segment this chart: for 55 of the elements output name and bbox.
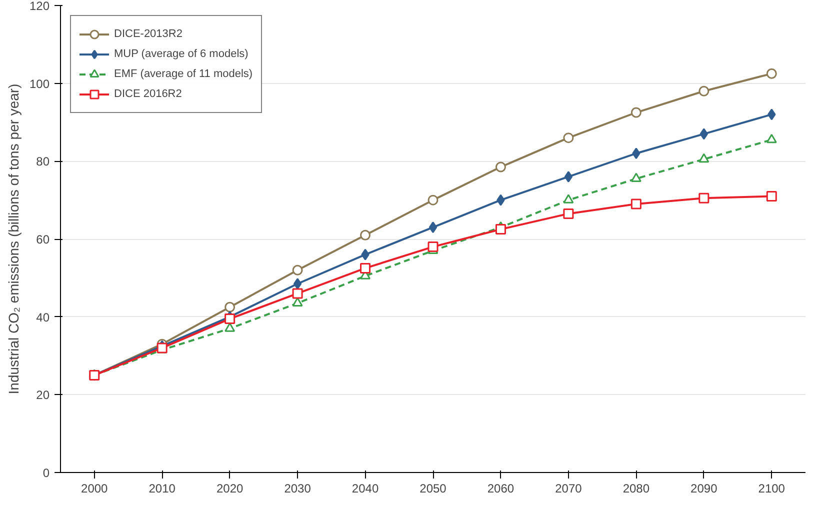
x-tick-label: 2050 <box>420 482 447 496</box>
point <box>632 148 640 160</box>
point <box>698 86 710 96</box>
point <box>766 190 777 202</box>
point <box>428 222 438 234</box>
y-tick-label: 0 <box>42 466 50 480</box>
point <box>292 264 303 276</box>
point <box>361 248 370 260</box>
point <box>766 68 777 79</box>
x-tick-label: 2070 <box>555 482 582 496</box>
y-tick-label: 100 <box>29 76 50 91</box>
point <box>630 107 642 118</box>
point <box>496 194 505 206</box>
y-tick-label: 120 <box>29 0 50 13</box>
point <box>224 322 236 332</box>
x-tick-label: 2060 <box>487 482 514 496</box>
point <box>360 262 371 274</box>
y-tick-label: 40 <box>36 310 50 324</box>
point <box>630 198 642 210</box>
point <box>292 297 303 307</box>
legend-label: DICE-2013R2 <box>114 28 182 40</box>
legend-label: DICE 2016R2 <box>114 88 182 100</box>
point <box>563 208 574 219</box>
point <box>700 128 708 140</box>
y-tick-label: 20 <box>36 388 50 402</box>
legend-label: MUP (average of 6 models) <box>114 48 248 60</box>
point <box>224 302 236 312</box>
x-tick-label: 2000 <box>81 482 108 496</box>
point <box>495 162 506 172</box>
y-tick-label: 80 <box>36 154 50 169</box>
point <box>428 242 438 252</box>
x-tick-label: 2100 <box>758 482 786 496</box>
point <box>360 230 371 240</box>
x-tick-label: 2010 <box>148 482 176 496</box>
point <box>563 194 574 204</box>
x-tick-label: 2090 <box>690 482 718 496</box>
y-tick-label: 60 <box>36 232 50 246</box>
x-tick-label: 2040 <box>352 482 379 496</box>
point <box>564 170 573 182</box>
y-axis-title: Industrial CO₂ emissions (billions of tons per year) <box>5 84 22 394</box>
point <box>698 192 710 204</box>
point <box>292 288 303 299</box>
point <box>766 134 777 144</box>
point <box>293 278 302 290</box>
x-tick-label: 2030 <box>284 482 312 496</box>
point <box>630 172 642 182</box>
point <box>428 194 438 206</box>
point <box>768 108 776 120</box>
point <box>495 224 506 235</box>
point <box>698 153 710 163</box>
x-tick-label: 2020 <box>216 482 244 496</box>
x-tick-label: 2080 <box>622 482 650 496</box>
legend-label: EMF (average of 11 models) <box>114 68 253 80</box>
point <box>563 132 574 144</box>
point <box>224 314 236 324</box>
